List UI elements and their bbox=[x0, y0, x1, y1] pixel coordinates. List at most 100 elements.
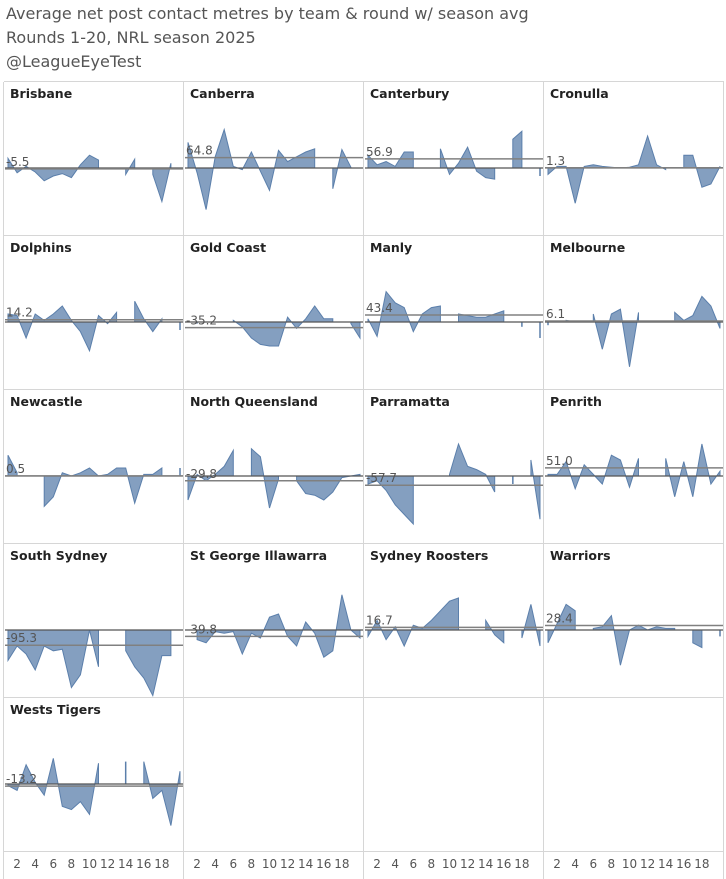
area-mark bbox=[485, 618, 505, 644]
season-avg-label: 64.8 bbox=[186, 144, 213, 158]
area-mark bbox=[458, 310, 505, 323]
x-tick-label: 6 bbox=[229, 857, 237, 871]
x-tick-label: 8 bbox=[608, 857, 616, 871]
x-tick-label: 10 bbox=[262, 857, 277, 871]
x-tick-label: 14 bbox=[298, 857, 313, 871]
area-mark bbox=[367, 290, 441, 338]
x-tick-label: 2 bbox=[193, 857, 201, 871]
area-mark bbox=[530, 459, 541, 520]
area-mark bbox=[521, 604, 541, 647]
team-panel: Warriors 28.4 bbox=[545, 548, 723, 666]
area-mark bbox=[592, 614, 676, 666]
chart-title: Average net post contact metres by team … bbox=[6, 4, 529, 23]
area-mark bbox=[7, 305, 118, 353]
panel-title: Cronulla bbox=[550, 86, 609, 101]
x-tick-label: 16 bbox=[316, 857, 331, 871]
panel-title: Dolphins bbox=[10, 240, 72, 255]
x-tick-label: 12 bbox=[100, 857, 115, 871]
area-mark bbox=[332, 148, 352, 189]
panel-title: Parramatta bbox=[370, 394, 450, 409]
area-mark bbox=[296, 473, 361, 501]
season-avg-label: -57.7 bbox=[366, 471, 397, 485]
panel-title: Manly bbox=[370, 240, 412, 255]
team-panel: St George Illawarra -39.8 bbox=[185, 548, 363, 658]
x-tick-label: 14 bbox=[118, 857, 133, 871]
team-panel: Canterbury 56.9 bbox=[365, 86, 543, 180]
chart-handle: @LeagueEyeTest bbox=[6, 52, 142, 71]
team-panel: Melbourne 6.1 bbox=[545, 240, 723, 367]
x-tick-label: 16 bbox=[136, 857, 151, 871]
panel-title: North Queensland bbox=[190, 394, 318, 409]
team-panel: Canberra 64.8 bbox=[185, 86, 363, 210]
season-avg-label: -5.5 bbox=[6, 155, 29, 169]
area-mark bbox=[350, 321, 361, 340]
area-mark bbox=[7, 629, 99, 689]
x-tick-label: 18 bbox=[694, 857, 709, 871]
area-mark bbox=[683, 154, 721, 188]
x-tick-label: 4 bbox=[31, 857, 39, 871]
season-avg-label: -35.2 bbox=[186, 314, 217, 328]
x-tick-label: 4 bbox=[571, 857, 579, 871]
season-avg-label: 43.4 bbox=[366, 301, 393, 315]
x-tick-label: 10 bbox=[82, 857, 97, 871]
team-panel: Parramatta -57.7 bbox=[365, 394, 543, 526]
x-tick-label: 14 bbox=[658, 857, 673, 871]
x-axis: 2 4 6 8 10 12 14 16 18 2 4 6 8 10 12 14 16 18 2 4 6 8 10 12 14 16… bbox=[13, 857, 709, 871]
x-tick-label: 16 bbox=[676, 857, 691, 871]
panel-grid bbox=[3, 81, 724, 879]
panel-title: Newcastle bbox=[10, 394, 83, 409]
area-mark bbox=[125, 157, 136, 177]
team-panel: Sydney Roosters 16.7 bbox=[365, 548, 543, 648]
panel-title: Wests Tigers bbox=[10, 702, 101, 717]
area-mark bbox=[692, 629, 703, 649]
chart-subtitle: Rounds 1-20, NRL season 2025 bbox=[6, 28, 256, 47]
area-mark bbox=[547, 454, 639, 491]
team-panel: Dolphins 14.2 bbox=[5, 240, 183, 353]
x-tick-label: 8 bbox=[428, 857, 436, 871]
x-tick-label: 2 bbox=[13, 857, 21, 871]
area-mark bbox=[665, 443, 721, 497]
team-panel: Manly 43.4 bbox=[365, 240, 543, 338]
area-mark bbox=[187, 127, 316, 210]
area-mark bbox=[449, 442, 496, 493]
x-tick-label: 8 bbox=[68, 857, 76, 871]
x-tick-label: 12 bbox=[460, 857, 475, 871]
x-tick-label: 10 bbox=[622, 857, 637, 871]
area-mark bbox=[439, 146, 496, 180]
season-avg-label: 56.9 bbox=[366, 145, 393, 159]
area-mark bbox=[674, 295, 721, 329]
x-tick-label: 4 bbox=[211, 857, 219, 871]
panel-title: Melbourne bbox=[550, 240, 625, 255]
x-tick-label: 10 bbox=[442, 857, 457, 871]
panel-title: Warriors bbox=[550, 548, 611, 563]
x-tick-label: 16 bbox=[496, 857, 511, 871]
x-tick-label: 8 bbox=[248, 857, 256, 871]
area-mark bbox=[43, 467, 163, 508]
panel-title: Brisbane bbox=[10, 86, 72, 101]
x-tick-label: 6 bbox=[589, 857, 597, 871]
x-tick-label: 18 bbox=[334, 857, 349, 871]
season-avg-label: -95.3 bbox=[6, 631, 37, 645]
x-tick-label: 2 bbox=[553, 857, 561, 871]
panel-title: South Sydney bbox=[10, 548, 107, 563]
season-avg-label: -29.8 bbox=[186, 467, 217, 481]
team-panel: Newcastle 0.5 bbox=[5, 394, 183, 508]
panel-title: Gold Coast bbox=[190, 240, 266, 255]
team-panel: Cronulla 1.3 bbox=[545, 86, 723, 204]
season-avg-label: 28.4 bbox=[546, 611, 573, 625]
area-mark bbox=[367, 475, 414, 526]
area-mark bbox=[232, 305, 334, 347]
x-tick-label: 18 bbox=[154, 857, 169, 871]
team-panel: Penrith 51.0 bbox=[545, 394, 723, 497]
x-tick-label: 12 bbox=[640, 857, 655, 871]
season-avg-label: -39.8 bbox=[186, 622, 217, 636]
x-tick-label: 12 bbox=[280, 857, 295, 871]
area-mark bbox=[592, 308, 639, 367]
area-mark bbox=[134, 300, 163, 333]
panel-title: Canberra bbox=[190, 86, 255, 101]
x-tick-label: 4 bbox=[391, 857, 399, 871]
season-avg-label: 16.7 bbox=[366, 613, 393, 627]
area-mark bbox=[143, 761, 181, 826]
team-panel: North Queensland -29.8 bbox=[185, 394, 363, 509]
